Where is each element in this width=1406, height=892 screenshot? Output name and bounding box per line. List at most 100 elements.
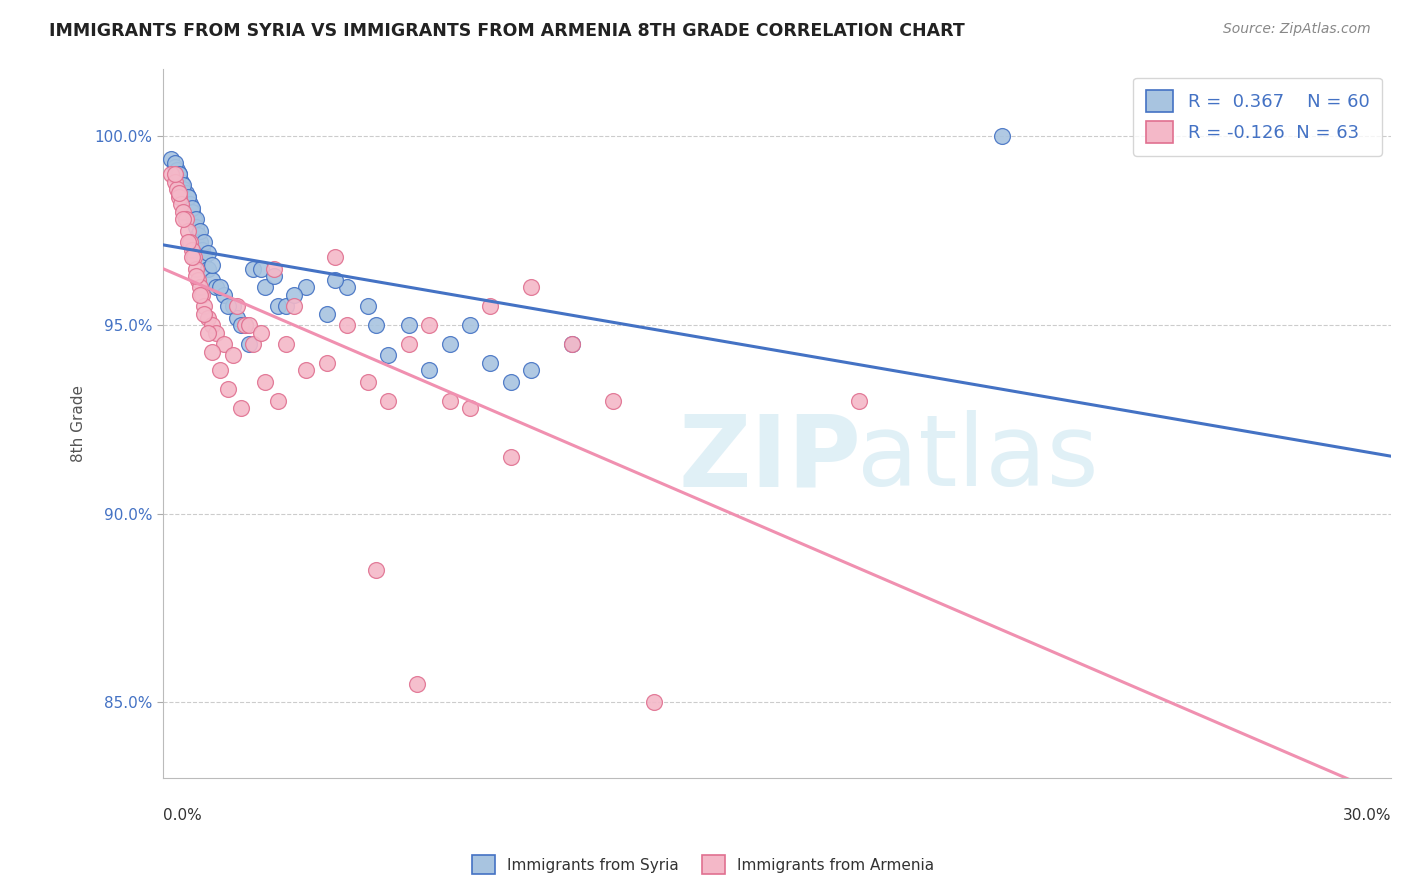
Point bbox=[439, 337, 461, 351]
Point bbox=[602, 393, 624, 408]
Point bbox=[377, 348, 399, 362]
Text: atlas: atlas bbox=[856, 410, 1098, 508]
Point bbox=[364, 318, 387, 332]
Point bbox=[458, 318, 481, 332]
Point bbox=[398, 318, 420, 332]
Point bbox=[201, 344, 224, 359]
Point bbox=[336, 318, 359, 332]
Point bbox=[179, 197, 201, 211]
Point bbox=[176, 224, 198, 238]
Point bbox=[225, 299, 247, 313]
Point bbox=[520, 363, 543, 377]
Point bbox=[197, 246, 219, 260]
Point bbox=[274, 337, 297, 351]
Point bbox=[364, 563, 387, 577]
Point bbox=[188, 224, 211, 238]
Point bbox=[170, 197, 193, 211]
Point bbox=[201, 258, 224, 272]
Point bbox=[221, 348, 243, 362]
Point bbox=[180, 205, 202, 219]
Point bbox=[172, 205, 194, 219]
Point bbox=[238, 337, 260, 351]
Point bbox=[499, 375, 522, 389]
Point bbox=[561, 337, 583, 351]
Point bbox=[283, 299, 305, 313]
Point bbox=[323, 250, 346, 264]
Point bbox=[172, 178, 194, 193]
Point bbox=[169, 186, 191, 200]
Point bbox=[561, 337, 583, 351]
Point bbox=[166, 163, 188, 178]
Point bbox=[180, 243, 202, 257]
Point bbox=[187, 273, 209, 287]
Point bbox=[242, 261, 264, 276]
Point bbox=[193, 299, 215, 313]
Text: Source: ZipAtlas.com: Source: ZipAtlas.com bbox=[1223, 22, 1371, 37]
Point bbox=[458, 401, 481, 416]
Point bbox=[197, 326, 219, 340]
Point bbox=[187, 227, 209, 242]
Point bbox=[499, 450, 522, 465]
Point bbox=[184, 212, 207, 227]
Point bbox=[169, 167, 191, 181]
Point bbox=[214, 337, 236, 351]
Point bbox=[520, 280, 543, 294]
Point bbox=[172, 182, 194, 196]
Point bbox=[214, 288, 236, 302]
Point bbox=[225, 310, 247, 325]
Point bbox=[165, 160, 187, 174]
Point bbox=[221, 299, 243, 313]
Point bbox=[405, 676, 427, 690]
Point bbox=[238, 318, 260, 332]
Point bbox=[184, 219, 207, 234]
Point bbox=[356, 299, 378, 313]
Point bbox=[165, 167, 187, 181]
Point bbox=[188, 288, 211, 302]
Point bbox=[165, 156, 187, 170]
Text: 0.0%: 0.0% bbox=[163, 808, 201, 823]
Point bbox=[205, 326, 228, 340]
Point bbox=[229, 318, 252, 332]
Point bbox=[266, 299, 288, 313]
Point bbox=[184, 261, 207, 276]
Point bbox=[169, 167, 191, 181]
Point bbox=[176, 235, 198, 249]
Point bbox=[250, 326, 273, 340]
Point bbox=[295, 280, 318, 294]
Point bbox=[176, 190, 198, 204]
Point bbox=[377, 393, 399, 408]
Point bbox=[180, 250, 202, 264]
Point bbox=[160, 152, 183, 166]
Point bbox=[193, 235, 215, 249]
Point bbox=[197, 310, 219, 325]
Point bbox=[166, 182, 188, 196]
Point bbox=[191, 288, 214, 302]
Point bbox=[218, 382, 240, 396]
Point bbox=[439, 393, 461, 408]
Text: IMMIGRANTS FROM SYRIA VS IMMIGRANTS FROM ARMENIA 8TH GRADE CORRELATION CHART: IMMIGRANTS FROM SYRIA VS IMMIGRANTS FROM… bbox=[49, 22, 965, 40]
Point bbox=[398, 337, 420, 351]
Point bbox=[209, 363, 232, 377]
Point bbox=[179, 235, 201, 249]
Point bbox=[336, 280, 359, 294]
Point bbox=[323, 273, 346, 287]
Point bbox=[172, 212, 194, 227]
Point bbox=[263, 261, 285, 276]
Point bbox=[165, 175, 187, 189]
Point bbox=[229, 401, 252, 416]
Legend: Immigrants from Syria, Immigrants from Armenia: Immigrants from Syria, Immigrants from A… bbox=[465, 849, 941, 880]
Point bbox=[218, 299, 240, 313]
Point bbox=[356, 375, 378, 389]
Point bbox=[184, 268, 207, 283]
Point bbox=[183, 212, 205, 227]
Point bbox=[250, 261, 273, 276]
Point bbox=[169, 190, 191, 204]
Point bbox=[188, 280, 211, 294]
Point bbox=[283, 288, 305, 302]
Point bbox=[193, 250, 215, 264]
Point bbox=[848, 393, 870, 408]
Point bbox=[315, 356, 337, 370]
Point bbox=[479, 299, 502, 313]
Point bbox=[418, 318, 440, 332]
Point bbox=[188, 235, 211, 249]
